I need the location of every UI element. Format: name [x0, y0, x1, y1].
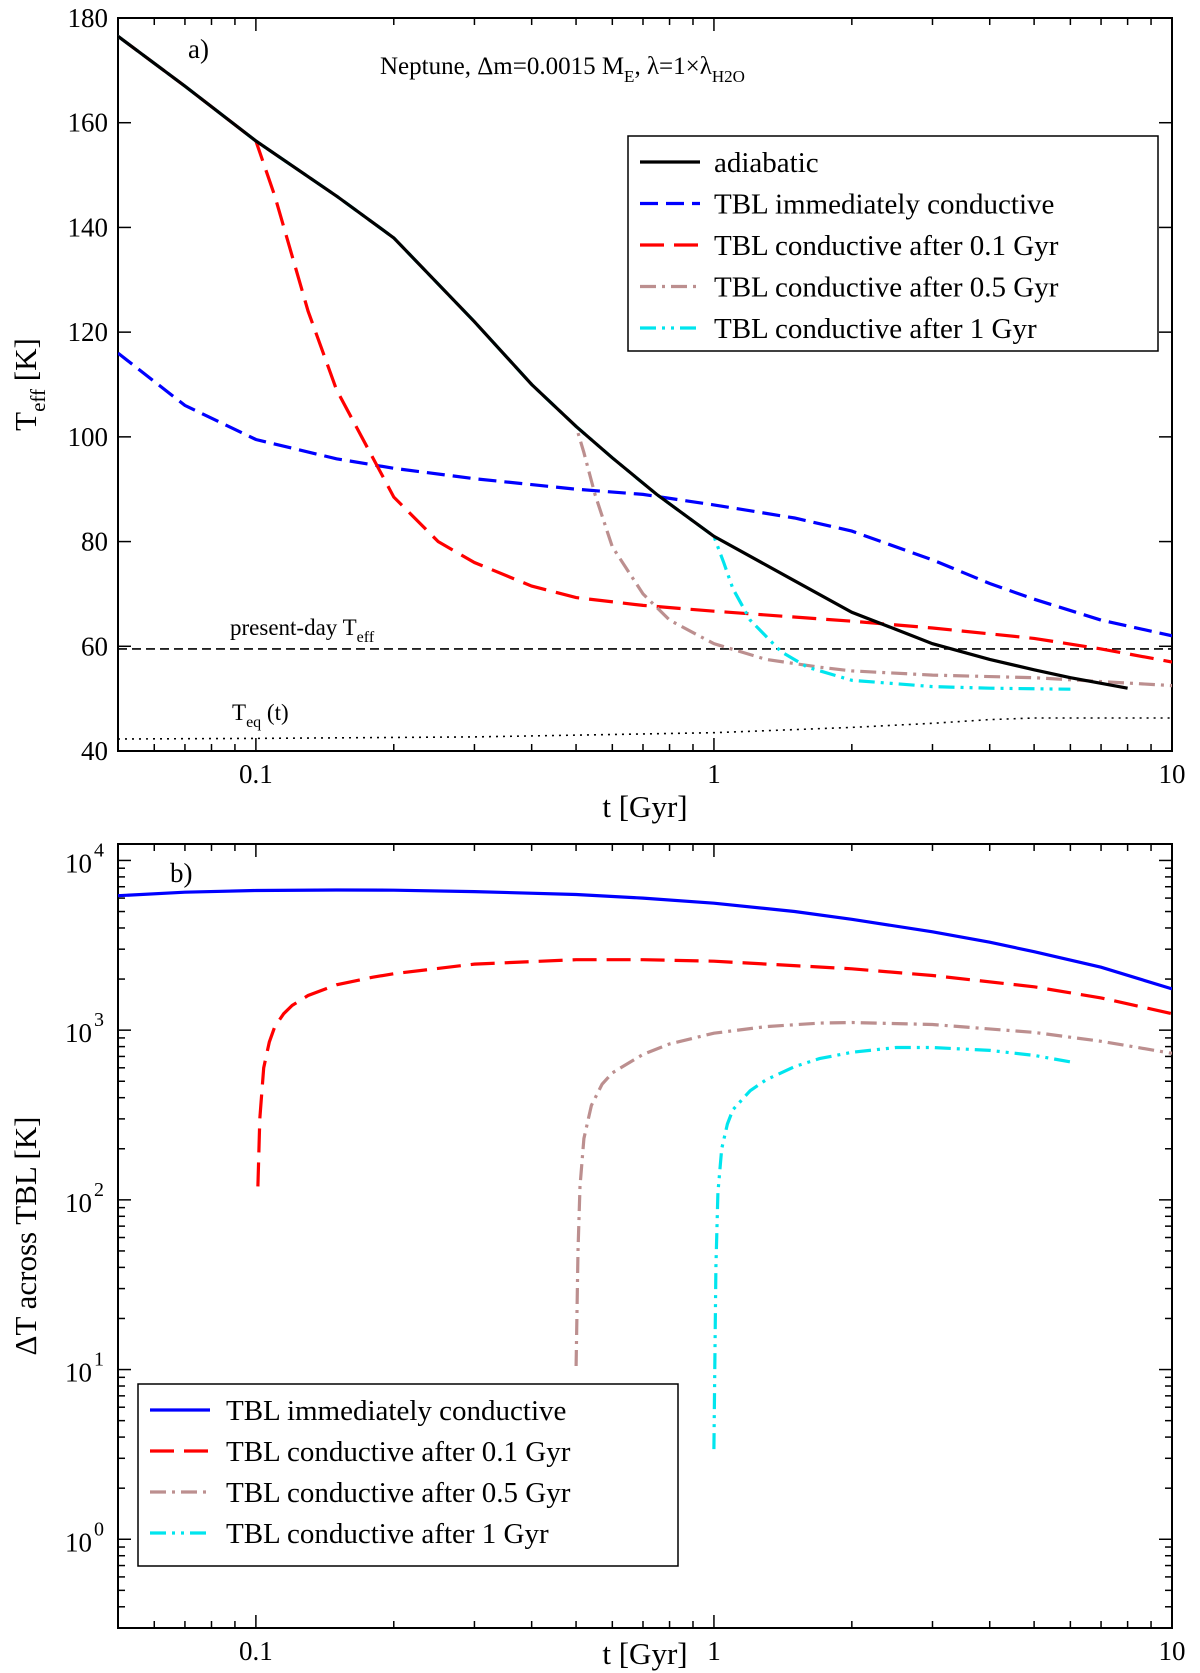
panel-b-legend-label-tbl-immediately-conductive: TBL immediately conductive: [226, 1395, 566, 1427]
panel-a-y-axis-label: Teff [K]: [8, 338, 50, 431]
panel-a-present-day-teff-label: present-day Teff: [230, 615, 375, 646]
panel-a-series-tbl-conductive-after-0-5-gyr: [118, 35, 1172, 688]
panel-a-x-tick-label: 0.1: [239, 759, 273, 789]
panel-b-panel-label: b): [170, 858, 193, 888]
panel-a-y-tick-label: 140: [68, 212, 109, 242]
panel-b-legend-box: [137, 1383, 679, 1567]
panel-b-y-tick-label: 10: [65, 1018, 92, 1048]
panel-a-plot-frame: [117, 17, 1173, 752]
panel-b-y-axis-label: ΔT across TBL [K]: [8, 1117, 43, 1356]
panel-a-title: Neptune, Δm=0.0015 ME, λ=1×λH2O: [380, 53, 745, 86]
panel-b-y-tick-label: 10: [65, 1188, 92, 1218]
panel-a-x-axis-label: t [Gyr]: [602, 789, 687, 824]
panel-a-legend-label-adiabatic: adiabatic: [714, 147, 819, 179]
panel-a-legend-label-tbl-conductive-after-0-1-gyr: TBL conductive after 0.1 Gyr: [714, 230, 1059, 262]
panel-b-x-tick-label: 0.1: [239, 1636, 273, 1666]
panel-a-series-tbl-immediately-conductive: [118, 351, 1172, 638]
panel-a-y-tick-label: 180: [68, 3, 109, 33]
panel-a-y-tick-label: 100: [68, 422, 109, 452]
panel-b-legend-label-tbl-conductive-after-0-1-gyr: TBL conductive after 0.1 Gyr: [226, 1436, 571, 1468]
panel-b-series-tbl-immediately-conductive: [118, 888, 1172, 991]
panel-b-y-tick-exponent: 2: [94, 1179, 104, 1201]
panel-b-y-tick-label: 10: [65, 1358, 92, 1388]
panel-a-legend-label-tbl-conductive-after-0-5-gyr: TBL conductive after 0.5 Gyr: [714, 272, 1059, 304]
panel-a-legend-box: [627, 135, 1159, 352]
panel-a-series-tbl-conductive-after-1-gyr: [118, 35, 1071, 691]
panel-b-legend-label-tbl-conductive-after-0-5-gyr: TBL conductive after 0.5 Gyr: [226, 1477, 571, 1509]
panel-a-legend-label-tbl-conductive-after-1-gyr: TBL conductive after 1 Gyr: [714, 313, 1037, 345]
panel-b-x-tick-label: 1: [707, 1636, 721, 1666]
panel-b-legend-label-tbl-conductive-after-1-gyr: TBL conductive after 1 Gyr: [226, 1518, 549, 1550]
panel-a-y-tick-label: 160: [68, 108, 109, 138]
panel-b-x-axis-label: t [Gyr]: [602, 1636, 687, 1671]
panel-a-x-tick-label: 10: [1159, 759, 1186, 789]
panel-b-series-tbl-conductive-after-0-1-gyr: [256, 958, 1172, 1187]
panel-a-y-tick-label: 60: [81, 631, 108, 661]
panel-a-y-tick-label: 80: [81, 527, 108, 557]
panel-a-y-tick-label: 120: [68, 317, 109, 347]
panel-b-y-tick-exponent: 4: [94, 839, 104, 861]
panel-a-panel-label: a): [188, 34, 209, 64]
panel-b-y-tick-exponent: 0: [94, 1518, 104, 1540]
panel-b-y-tick-label: 10: [65, 848, 92, 878]
panel-b-x-tick-label: 10: [1159, 1636, 1186, 1666]
panel-a-teq-label: Teq (t): [232, 700, 289, 731]
panel-b-y-tick-exponent: 3: [94, 1009, 104, 1031]
panel-a-series-adiabatic: [118, 35, 1128, 690]
panel-b-y-tick-label: 10: [65, 1527, 92, 1557]
panel-a-teff-plot: 0.1 1 10 40 60 80 100 120 140 160 180 present-day T…: [8, 3, 1186, 824]
panel-a-legend-label-tbl-immediately-conductive: TBL immediately conductive: [714, 189, 1054, 221]
panel-b-series-tbl-conductive-after-0-5-gyr: [574, 1020, 1172, 1367]
panel-a-series-tbl-conductive-after-0-1-gyr: [118, 35, 1172, 664]
panel-a-series-group: [118, 35, 1172, 740]
panel-b-y-tick-exponent: 1: [94, 1349, 104, 1371]
panel-a-x-tick-label: 1: [707, 759, 721, 789]
panel-b-series-tbl-conductive-after-1-gyr: [712, 1045, 1071, 1450]
panel-b-series-group: [118, 888, 1172, 1450]
panel-a-y-tick-label: 40: [81, 736, 108, 766]
panel-b-plot-frame: [117, 843, 1173, 1629]
